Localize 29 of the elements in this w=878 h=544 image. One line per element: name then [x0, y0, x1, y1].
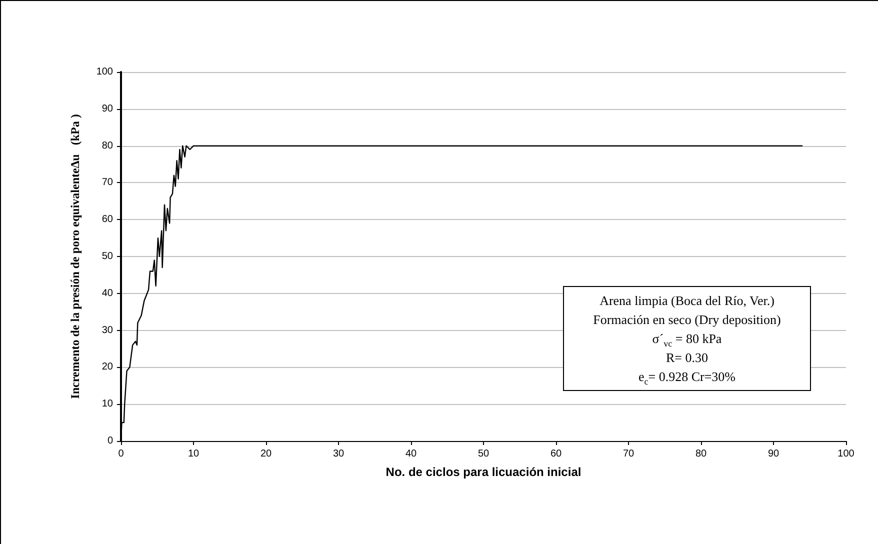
y-tick-label: 10 — [102, 398, 114, 410]
annotation: Formación en seco (Dry deposition) — [592, 311, 782, 329]
x-tick-label: 50 — [478, 448, 490, 460]
y-tick-label: 80 — [102, 140, 114, 152]
y-tick-label: 40 — [102, 288, 114, 299]
x-axis-title: No. de ciclos para licuación inicial — [386, 465, 582, 479]
x-tick-label: 90 — [768, 448, 780, 460]
annotation: e$_{c}$= 0.928 Cr=30% — [637, 368, 737, 387]
annotation: σ´$_{vc}$ = 80 kPa — [651, 330, 723, 349]
x-tick-label: 60 — [550, 448, 562, 460]
y-tick-label: 20 — [102, 362, 114, 373]
y-tick-label: 70 — [102, 177, 114, 188]
x-tick-label: 10 — [188, 448, 200, 460]
x-tick-label: 0 — [118, 448, 124, 460]
y-tick-label: 30 — [102, 324, 114, 336]
annotation: Arena limpia (Boca del Río, Ver.) — [598, 292, 776, 310]
x-tick-label: 70 — [622, 448, 634, 460]
y-tick-label: 50 — [102, 251, 114, 262]
x-tick-label: 80 — [695, 448, 707, 460]
y-tick-label: 0 — [107, 436, 114, 446]
y-tick-label: 60 — [102, 214, 114, 226]
y-axis-title: Incremento de la presión de poro equivalente∆u (kPa ) — [68, 114, 82, 399]
annotation: R= 0.30 — [664, 349, 709, 367]
y-tick-label: 100 — [96, 66, 114, 78]
y-tick-label: 90 — [102, 103, 114, 114]
x-tick-label: 40 — [405, 448, 417, 460]
x-tick-label: 20 — [260, 448, 272, 460]
x-tick-label: 100 — [838, 448, 855, 460]
x-tick-label: 30 — [332, 448, 344, 460]
